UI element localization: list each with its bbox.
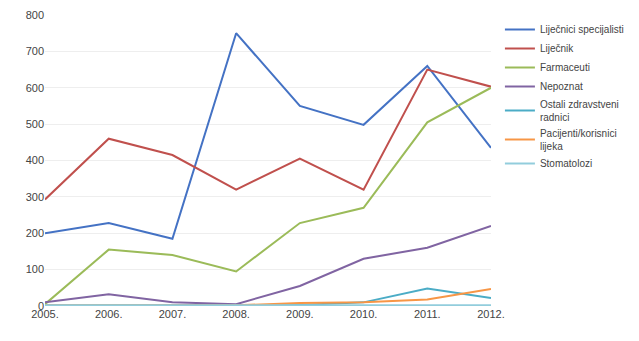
svg-text:800: 800 (26, 9, 44, 21)
svg-text:200: 200 (26, 227, 44, 239)
svg-text:2010.: 2010. (350, 308, 378, 320)
svg-text:Stomatolozi: Stomatolozi (540, 158, 592, 169)
svg-text:400: 400 (26, 154, 44, 166)
svg-text:2005.: 2005. (31, 308, 59, 320)
svg-text:2011.: 2011. (414, 308, 441, 320)
svg-text:Nepoznat: Nepoznat (540, 81, 583, 92)
svg-text:2007.: 2007. (159, 308, 187, 320)
svg-text:300: 300 (26, 191, 44, 203)
svg-text:Liječnik: Liječnik (540, 43, 574, 54)
svg-text:2006.: 2006. (95, 308, 123, 320)
svg-text:Farmaceuti: Farmaceuti (540, 62, 590, 73)
svg-text:2009.: 2009. (286, 308, 314, 320)
svg-text:2008.: 2008. (222, 308, 250, 320)
svg-text:0: 0 (38, 300, 44, 312)
svg-text:Liječnici specijalisti: Liječnici specijalisti (540, 24, 624, 35)
svg-text:100: 100 (26, 263, 44, 275)
svg-text:Pacijenti/korisnicilijeka: Pacijenti/korisnicilijeka (540, 128, 617, 152)
svg-text:2012.: 2012. (477, 308, 505, 320)
svg-text:500: 500 (26, 118, 44, 130)
svg-text:600: 600 (26, 82, 44, 94)
svg-text:700: 700 (26, 45, 44, 57)
svg-text:Ostali zdravstveniradnici: Ostali zdravstveniradnici (540, 99, 619, 123)
